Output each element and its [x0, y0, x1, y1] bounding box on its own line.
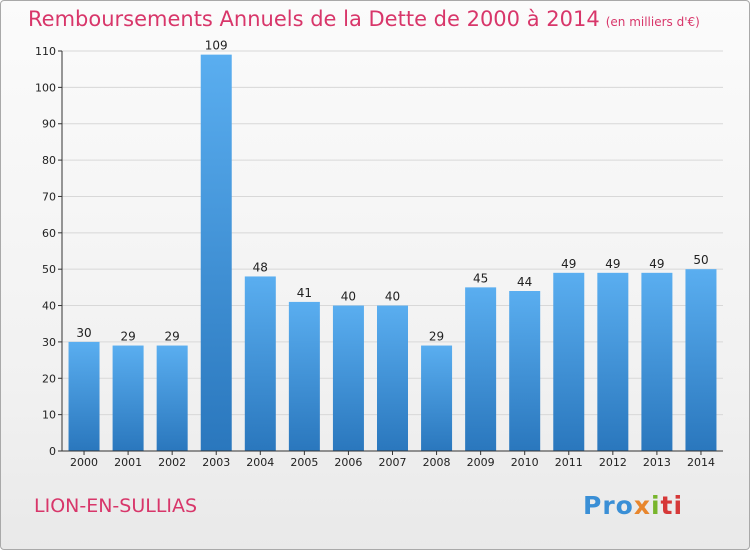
x-tick-label-2009: 2009: [467, 456, 495, 469]
logo-part-2: x: [633, 491, 651, 520]
value-label-2011: 49: [561, 257, 576, 271]
bar-2010: [509, 291, 541, 451]
bar-2004: [244, 276, 276, 451]
x-tick-label-2001: 2001: [114, 456, 142, 469]
bar-2008: [421, 345, 453, 451]
y-tick-label: 20: [42, 372, 56, 385]
bar-2005: [288, 301, 320, 451]
y-tick-label: 40: [42, 300, 56, 313]
value-label-2009: 45: [473, 271, 488, 285]
chart-title-text: Remboursements Annuels de la Dette de 20…: [28, 7, 600, 31]
x-tick-label-2008: 2008: [423, 456, 451, 469]
chart-title: Remboursements Annuels de la Dette de 20…: [28, 7, 700, 31]
labels: 0 10 20 30 40 50 60 70 80 90 100 110 30 2000 29 2001 29 2…: [35, 39, 715, 469]
bar-2006: [332, 305, 364, 451]
x-tick-label-2010: 2010: [511, 456, 539, 469]
y-tick-label: 100: [35, 81, 56, 94]
y-tick-label: 30: [42, 336, 56, 349]
x-tick-label-2002: 2002: [158, 456, 186, 469]
value-label-2001: 29: [120, 330, 135, 344]
bar-2009: [465, 287, 497, 451]
x-tick-label-2006: 2006: [334, 456, 362, 469]
x-tick-label-2003: 2003: [202, 456, 230, 469]
bars: [68, 54, 717, 452]
chart-subtitle: (en milliers d'€): [605, 15, 700, 29]
x-tick-label-2007: 2007: [379, 456, 407, 469]
y-tick-label: 90: [42, 118, 56, 131]
x-tick-label-2013: 2013: [643, 456, 671, 469]
logo-part-3: i: [650, 491, 661, 520]
value-label-2002: 29: [165, 330, 180, 344]
value-label-2005: 41: [297, 286, 312, 300]
x-tick-label-2004: 2004: [246, 456, 274, 469]
y-tick-label: 10: [42, 409, 56, 422]
bar-2012: [597, 272, 629, 451]
value-label-2012: 49: [605, 257, 620, 271]
y-tick-label: 50: [42, 263, 56, 276]
y-tick-label: 60: [42, 227, 56, 240]
value-label-2014: 50: [693, 253, 708, 267]
bar-2014: [685, 269, 717, 451]
bar-2013: [641, 272, 673, 451]
bar-2003: [200, 54, 232, 452]
value-label-2007: 40: [385, 290, 400, 304]
value-label-2004: 48: [253, 260, 268, 274]
value-label-2003: 109: [205, 39, 228, 53]
value-label-2006: 40: [341, 290, 356, 304]
y-tick-label: 0: [49, 445, 56, 458]
x-tick-label-2005: 2005: [290, 456, 318, 469]
value-label-2010: 44: [517, 275, 532, 289]
axes: [58, 50, 723, 455]
bar-2002: [156, 345, 188, 451]
bar-2000: [68, 341, 100, 451]
y-tick-label: 70: [42, 190, 56, 203]
value-label-2000: 30: [76, 326, 91, 340]
x-tick-label-2014: 2014: [687, 456, 715, 469]
commune-name: LION-EN-SULLIAS: [34, 495, 198, 517]
value-label-2013: 49: [649, 257, 664, 271]
bar-2001: [112, 345, 144, 451]
proxiti-logo[interactable]: Proxiti: [583, 491, 683, 520]
x-tick-label-2012: 2012: [599, 456, 627, 469]
logo-part-4: ti: [660, 491, 684, 520]
x-tick-label-2000: 2000: [70, 456, 98, 469]
value-label-2008: 29: [429, 330, 444, 344]
x-tick-label-2011: 2011: [555, 456, 583, 469]
bar-2011: [553, 272, 585, 451]
y-tick-label: 110: [35, 45, 56, 58]
bar-2007: [377, 305, 408, 451]
logo-part-1: Pro: [583, 491, 634, 520]
y-tick-label: 80: [42, 154, 56, 167]
